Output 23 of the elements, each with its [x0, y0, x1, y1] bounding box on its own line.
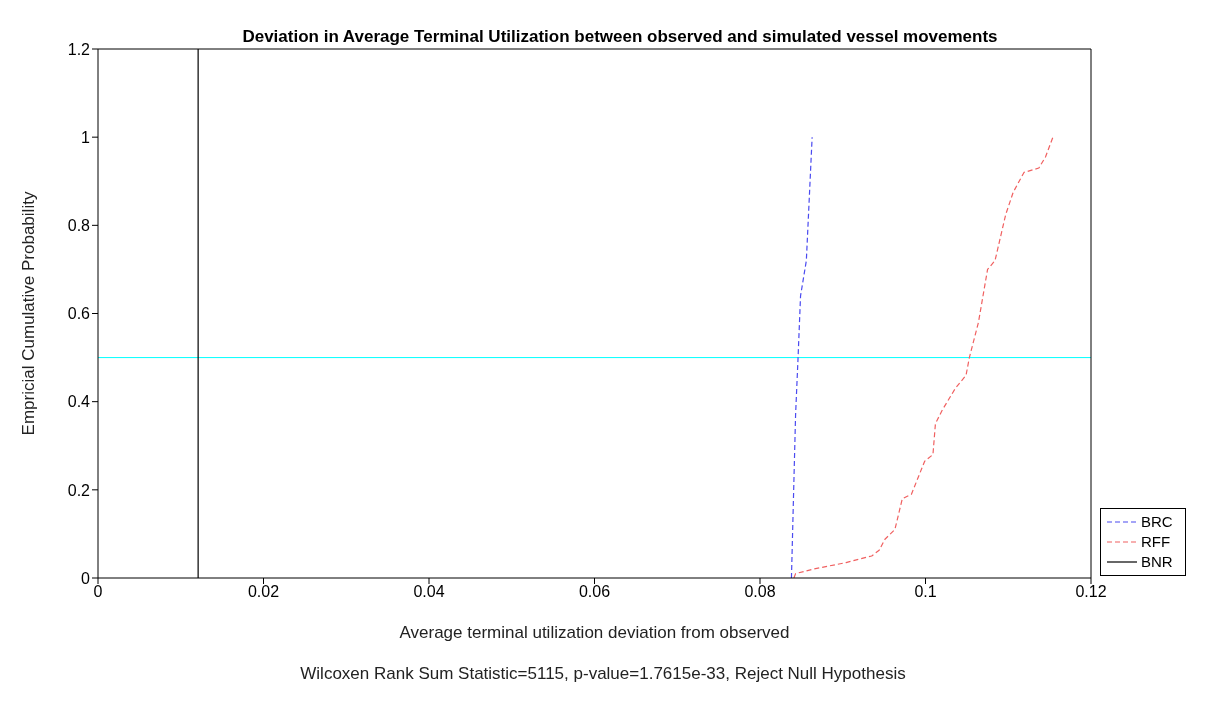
- x-axis-title: Average terminal utilization deviation from observed: [399, 623, 790, 642]
- chart-title: Deviation in Average Terminal Utilization between observed and simulated vessel movements: [242, 27, 998, 46]
- y-tick-label: 0: [81, 569, 91, 587]
- y-tick-label: 1.2: [67, 40, 91, 58]
- x-tick-label: 0.08: [744, 583, 776, 601]
- x-tick-label: 0.12: [1075, 583, 1107, 601]
- text: Wilcoxen Rank Sum Statistic=5115, p-value=1.7615e-33, Reject Null Hypothesis: [299, 664, 907, 684]
- y-tick-label: 0.8: [67, 217, 91, 235]
- x-tick-label: 0.02: [247, 583, 280, 601]
- x-tick-label: 0: [93, 583, 103, 601]
- x-tick-label: 0.1: [914, 583, 937, 601]
- y-tick-label: 0.2: [67, 481, 91, 499]
- x-tick-label: 0.06: [578, 583, 611, 601]
- y-tick-label: 0.6: [67, 305, 91, 323]
- legend-label: RFF: [1141, 532, 1171, 552]
- y-tick-label: 0.4: [67, 393, 91, 411]
- y-axis-title: Empricial Cumulative Probability: [19, 191, 39, 436]
- x-tick-label: 0.04: [413, 583, 445, 601]
- line-series: [793, 136, 1054, 578]
- y-tick-label: 1: [81, 128, 91, 146]
- legend-label: BRC: [1141, 512, 1173, 532]
- legend-label: BNR: [1141, 552, 1173, 572]
- line-series: [790, 136, 813, 578]
